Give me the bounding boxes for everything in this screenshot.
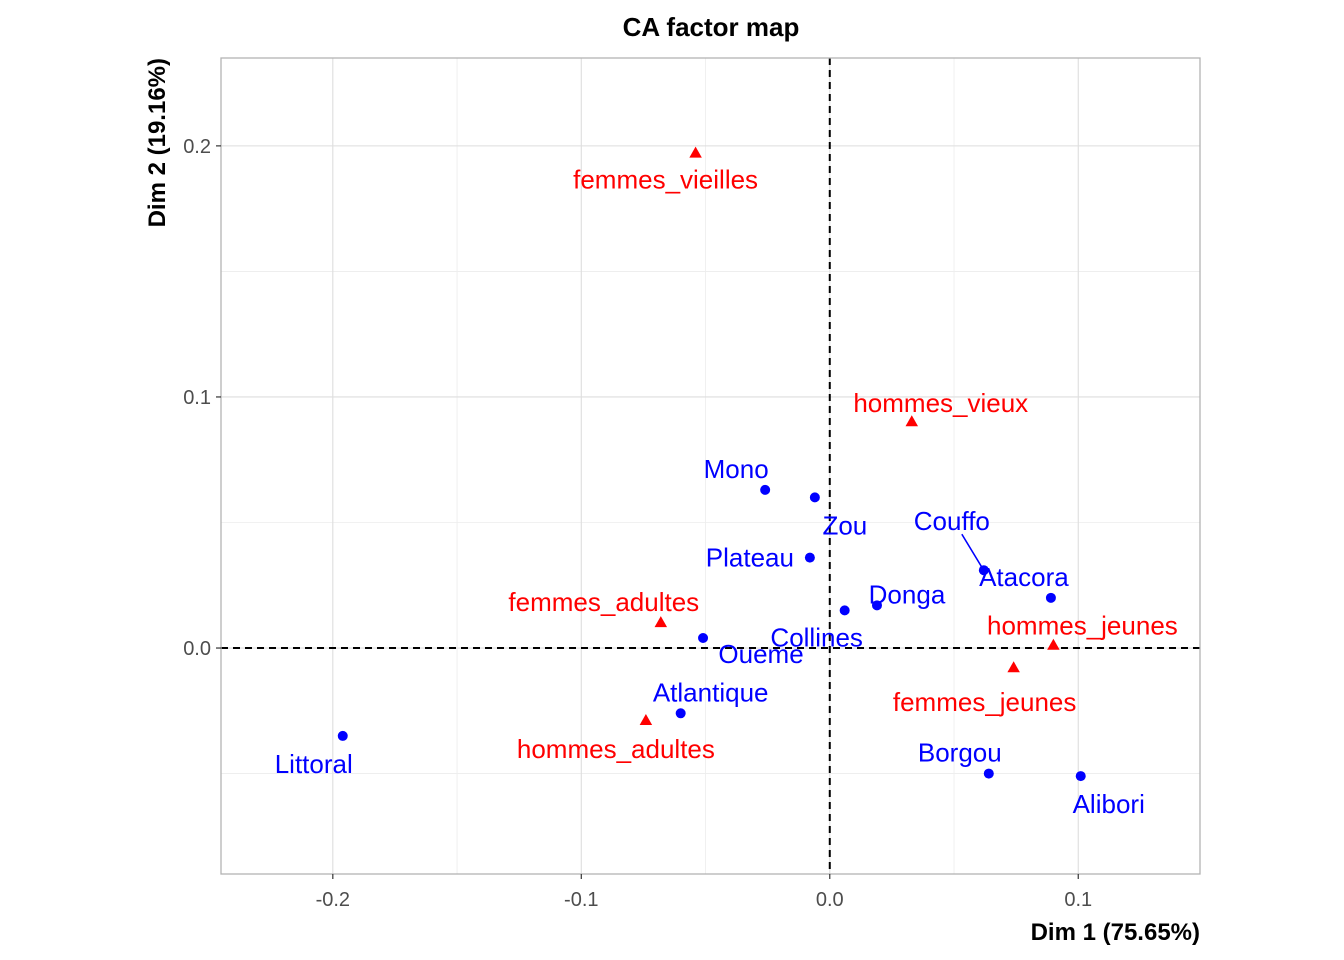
y-tick-label: 0.1 [183, 387, 211, 409]
label-collines: Collines [770, 622, 863, 652]
point-atlantique [675, 708, 686, 719]
label-atlantique: Atlantique [653, 677, 769, 707]
label-zou: Zou [822, 510, 867, 540]
label-femmes-jeunes: femmes_jeunes [893, 687, 1077, 717]
connector-couffo [961, 533, 983, 568]
x-tick-label: 0.1 [1064, 889, 1092, 911]
point-hommes-adultes [639, 714, 653, 726]
reference-lines [221, 58, 1200, 874]
point-collines [839, 605, 850, 616]
label-borgou: Borgou [918, 738, 1002, 768]
label-donga: Donga [869, 579, 946, 609]
x-axis-ticks: -0.2 -0.1 0.0 0.1 [316, 874, 1092, 911]
point-mono [760, 484, 771, 495]
label-hommes-adultes: hommes_adultes [517, 734, 715, 764]
data-points [337, 146, 1086, 782]
label-plateau: Plateau [706, 543, 794, 573]
y-tick-label: 0.2 [183, 136, 211, 158]
point-femmes-jeunes [1007, 661, 1020, 673]
label-oueme: Oueme [718, 639, 803, 669]
point-labels: Littoral Atlantique Oueme Mono Zou Plateau Col… [275, 164, 1178, 819]
label-couffo: Couffo [914, 506, 990, 536]
point-donga [871, 600, 882, 611]
label-littoral: Littoral [275, 749, 353, 779]
point-plateau [804, 552, 815, 563]
label-femmes-adultes: femmes_adultes [508, 587, 699, 617]
plot-border [220, 57, 1201, 875]
y-tick-label: 0.0 [183, 638, 211, 660]
x-tick-label: 0.0 [816, 889, 844, 911]
label-alibori: Alibori [1073, 789, 1145, 819]
y-axis-ticks: 0.0 0.1 0.2 [183, 136, 221, 660]
x-axis-title: Dim 1 (75.65%) [1031, 919, 1200, 946]
point-zou [809, 492, 820, 503]
label-atacora: Atacora [979, 562, 1069, 592]
point-atacora [1045, 592, 1056, 603]
point-hommes-vieux [905, 415, 919, 427]
point-alibori [1075, 771, 1086, 782]
label-hommes-jeunes: hommes_jeunes [987, 611, 1178, 641]
point-borgou [983, 768, 994, 779]
point-femmes-vieilles [689, 146, 702, 158]
point-oueme [698, 632, 709, 643]
plot-background [221, 58, 1200, 874]
point-couffo [978, 565, 989, 576]
x-tick-label: -0.1 [564, 889, 598, 911]
label-femmes-vieilles: femmes_vieilles [573, 164, 758, 194]
chart-title: CA factor map [623, 12, 800, 42]
label-mono: Mono [704, 454, 769, 484]
x-tick-label: -0.2 [316, 889, 350, 911]
point-littoral [337, 730, 348, 741]
point-femmes-adultes [654, 616, 668, 628]
point-hommes-jeunes [1047, 638, 1060, 650]
label-connectors [961, 533, 983, 568]
label-hommes-vieux: hommes_vieux [853, 388, 1028, 418]
y-axis-title: Dim 2 (19.16%) [144, 58, 171, 227]
